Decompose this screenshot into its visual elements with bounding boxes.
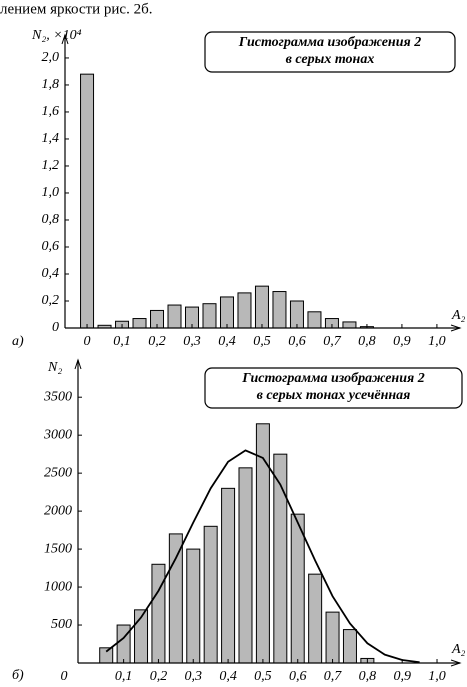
x-tick-label: 1,0	[428, 334, 446, 349]
bar	[307, 311, 322, 329]
x-tick-label: 0,7	[323, 334, 342, 349]
origin-label: 0	[61, 669, 68, 684]
x-tick-label: 0,9	[393, 334, 411, 349]
x-tick-label: 1,0	[428, 669, 446, 684]
y-arrow	[61, 33, 69, 45]
text-line: лением яркости рис. 2б.	[0, 1, 152, 17]
y-tick-label: 3500	[43, 389, 72, 404]
bar	[167, 304, 182, 329]
bar	[237, 292, 252, 329]
y-tick-label: 1,6	[42, 104, 60, 119]
bar	[219, 296, 234, 329]
bar	[203, 525, 218, 664]
bar	[289, 300, 304, 329]
bar	[168, 533, 183, 664]
chart-title: в серых тонах	[286, 52, 375, 67]
y-tick-label: 500	[51, 617, 72, 632]
y-tick-label: 2,0	[42, 50, 60, 65]
title-box	[204, 367, 463, 409]
bar	[202, 303, 217, 329]
x-tick-label: 0,8	[359, 669, 377, 684]
chart-title: Гистограмма изображения 2	[241, 371, 424, 386]
y-tick-label: 1,0	[42, 185, 60, 200]
bar	[80, 73, 95, 329]
x-tick-label: 0,7	[324, 669, 343, 684]
bar	[342, 321, 357, 329]
y-tick-label: 1,8	[42, 77, 60, 92]
x-tick-label: 0	[84, 334, 91, 349]
bar	[151, 563, 166, 664]
x-arrow	[450, 324, 462, 332]
x-tick-label: 0,3	[185, 669, 203, 684]
title-box	[204, 31, 456, 73]
chart-title: в серых тонах усечённая	[257, 388, 411, 403]
bar	[325, 611, 340, 664]
bar	[99, 647, 114, 664]
y-tick-label: 0,4	[42, 266, 60, 281]
x-tick-label: 0,1	[113, 334, 131, 349]
fit-curve	[105, 449, 420, 664]
y-tick-label: 1500	[44, 541, 72, 556]
x-tick-label: 0,6	[289, 669, 307, 684]
y-arrow	[74, 358, 82, 370]
bar	[132, 318, 147, 329]
y-tick-label: 0,6	[42, 239, 60, 254]
y-tick-label: 1,4	[42, 131, 60, 146]
y-tick-label: 0	[52, 320, 59, 335]
bar	[221, 487, 236, 664]
y-tick-label: 3000	[43, 427, 72, 442]
y-tick-label: 1,2	[42, 158, 60, 173]
x-axis-label: A₂	[451, 308, 466, 323]
y-tick-label: 2500	[44, 465, 72, 480]
y-axis-label: N₂, ×10⁴	[31, 28, 82, 43]
x-tick-label: 0,2	[150, 669, 168, 684]
bar	[308, 573, 323, 664]
y-tick-label: 1000	[44, 579, 72, 594]
x-tick-label: 0,9	[393, 669, 411, 684]
chart-title: Гистограмма изображения 2	[238, 35, 421, 50]
bar	[186, 548, 201, 664]
panel-label: б)	[12, 668, 24, 683]
x-tick-label: 0,4	[219, 669, 237, 684]
x-axis-label: A₂	[451, 642, 466, 657]
bar	[116, 624, 131, 664]
bar	[272, 291, 287, 329]
x-tick-label: 0,5	[254, 669, 272, 684]
x-arrow	[450, 659, 462, 667]
y-tick-label: 2000	[44, 503, 72, 518]
x-tick-label: 0,1	[115, 669, 133, 684]
panel-label: а)	[12, 334, 24, 349]
y-axis-label: N₂	[47, 360, 62, 375]
y-tick-label: 0,8	[42, 212, 60, 227]
bar	[342, 629, 357, 664]
bar	[254, 285, 269, 329]
x-tick-label: 0,2	[148, 334, 166, 349]
x-tick-label: 0,3	[183, 334, 201, 349]
bar	[255, 423, 270, 664]
x-tick-label: 0,5	[253, 334, 271, 349]
y-tick-label: 0,2	[42, 293, 60, 308]
bar	[290, 513, 305, 664]
bar	[238, 467, 253, 664]
x-tick-label: 0,6	[288, 334, 306, 349]
x-tick-label: 0,4	[218, 334, 236, 349]
x-tick-label: 0,8	[358, 334, 376, 349]
